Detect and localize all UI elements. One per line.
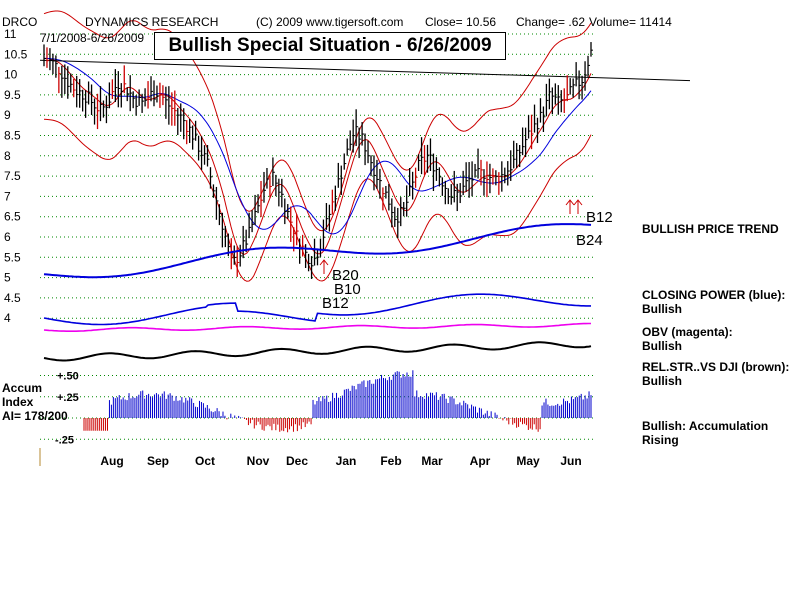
month-tick-label: Aug <box>100 454 123 468</box>
buy-signal-label: B12 <box>322 295 349 312</box>
price-tick-label: 7 <box>4 189 11 203</box>
accum-tick-label: +.25 <box>57 392 79 404</box>
lower-band-line <box>43 118 592 282</box>
volume-value: Volume= 11414 <box>589 15 672 29</box>
accum-index-histogram: +.50 +.25 -.25 <box>40 370 595 446</box>
month-axis-labels: Aug Sep Oct Nov Dec Jan Feb Mar Apr May Jun <box>39 448 582 468</box>
price-tick-label: 6 <box>4 230 11 244</box>
month-tick-label: Dec <box>286 454 308 468</box>
relstr-status: Bullish <box>642 374 683 388</box>
price-tick-label: 6.5 <box>4 210 21 224</box>
accum-title-line2: Index <box>2 395 34 409</box>
buy-signal-label: B24 <box>576 232 603 249</box>
company-name: DYNAMICS RESEARCH <box>85 15 219 29</box>
price-tick-label: 7.5 <box>4 169 21 183</box>
resistance-line <box>39 59 691 82</box>
upper-band-line <box>43 10 592 232</box>
price-tick-label: 9.5 <box>4 88 21 102</box>
signal-arrow <box>565 199 575 214</box>
month-tick-label: Oct <box>195 454 215 468</box>
price-tick-label: 8.5 <box>4 129 21 143</box>
obv-label: OBV (magenta): <box>642 325 733 339</box>
change-value: Change= .62 <box>516 15 586 29</box>
price-tick-label: 5 <box>4 271 11 285</box>
accum-status: Bullish: Accumulation Rising <box>642 419 769 447</box>
closing-power-status: Bullish <box>642 302 683 316</box>
price-bars <box>43 42 593 279</box>
closing-power-line <box>43 293 591 326</box>
month-tick-label: Jan <box>336 454 357 468</box>
price-tick-label: 11 <box>4 27 17 41</box>
copyright-source: (C) 2009 www.tigersoft.com <box>256 15 404 29</box>
accum-tick-label: -.25 <box>55 434 74 446</box>
signal-arrow <box>573 199 583 214</box>
long-moving-average <box>44 57 592 235</box>
short-moving-average <box>43 57 592 255</box>
price-tick-label: 5.5 <box>4 250 21 264</box>
price-axis-labels: 11 10.5 10 9.5 9 8.5 8 7.5 7 6.5 6 5.5 5 4.5 4 <box>4 27 28 325</box>
obv-status: Bullish <box>642 339 683 353</box>
price-tick-label: 10.5 <box>4 47 28 61</box>
date-range: 7/1/2008-6/26/2009 <box>40 31 145 45</box>
price-tick-label: 4.5 <box>4 291 21 305</box>
buy-signal-label: B12 <box>586 209 613 226</box>
price-tick-label: 9 <box>4 108 11 122</box>
price-trend-status: BULLISH PRICE TREND <box>642 222 779 236</box>
symbol-label: DRCO <box>2 15 38 29</box>
relstr-line <box>43 341 592 362</box>
month-tick-label: Feb <box>380 454 401 468</box>
month-tick-label: May <box>516 454 540 468</box>
accum-tick-label: +.50 <box>57 371 79 383</box>
price-tick-label: 4 <box>4 311 11 325</box>
relstr-label: REL.STR..VS DJI (brown): <box>642 360 790 374</box>
month-tick-label: Mar <box>421 454 443 468</box>
buy-signal-label: B20 <box>332 267 359 284</box>
month-tick-label: Nov <box>247 454 270 468</box>
signal-arrow <box>319 259 329 274</box>
accum-title-line1: Accum <box>2 381 43 395</box>
price-tick-label: 10 <box>4 68 18 82</box>
buy-signal-label: B10 <box>334 281 361 298</box>
price-gridlines <box>40 33 595 319</box>
closing-power-upper-line <box>43 223 592 279</box>
indicator-lines <box>43 223 592 362</box>
accum-ai-value: AI= 178/200 <box>2 409 68 423</box>
month-tick-label: Sep <box>147 454 169 468</box>
chart-title: Bullish Special Situation - 6/26/2009 <box>154 32 506 60</box>
close-value: Close= 10.56 <box>425 15 497 29</box>
price-tick-label: 8 <box>4 149 11 163</box>
month-tick-label: Apr <box>470 454 491 468</box>
obv-line <box>43 322 591 332</box>
month-tick-label: Jun <box>560 454 581 468</box>
closing-power-label: CLOSING POWER (blue): <box>642 288 786 302</box>
